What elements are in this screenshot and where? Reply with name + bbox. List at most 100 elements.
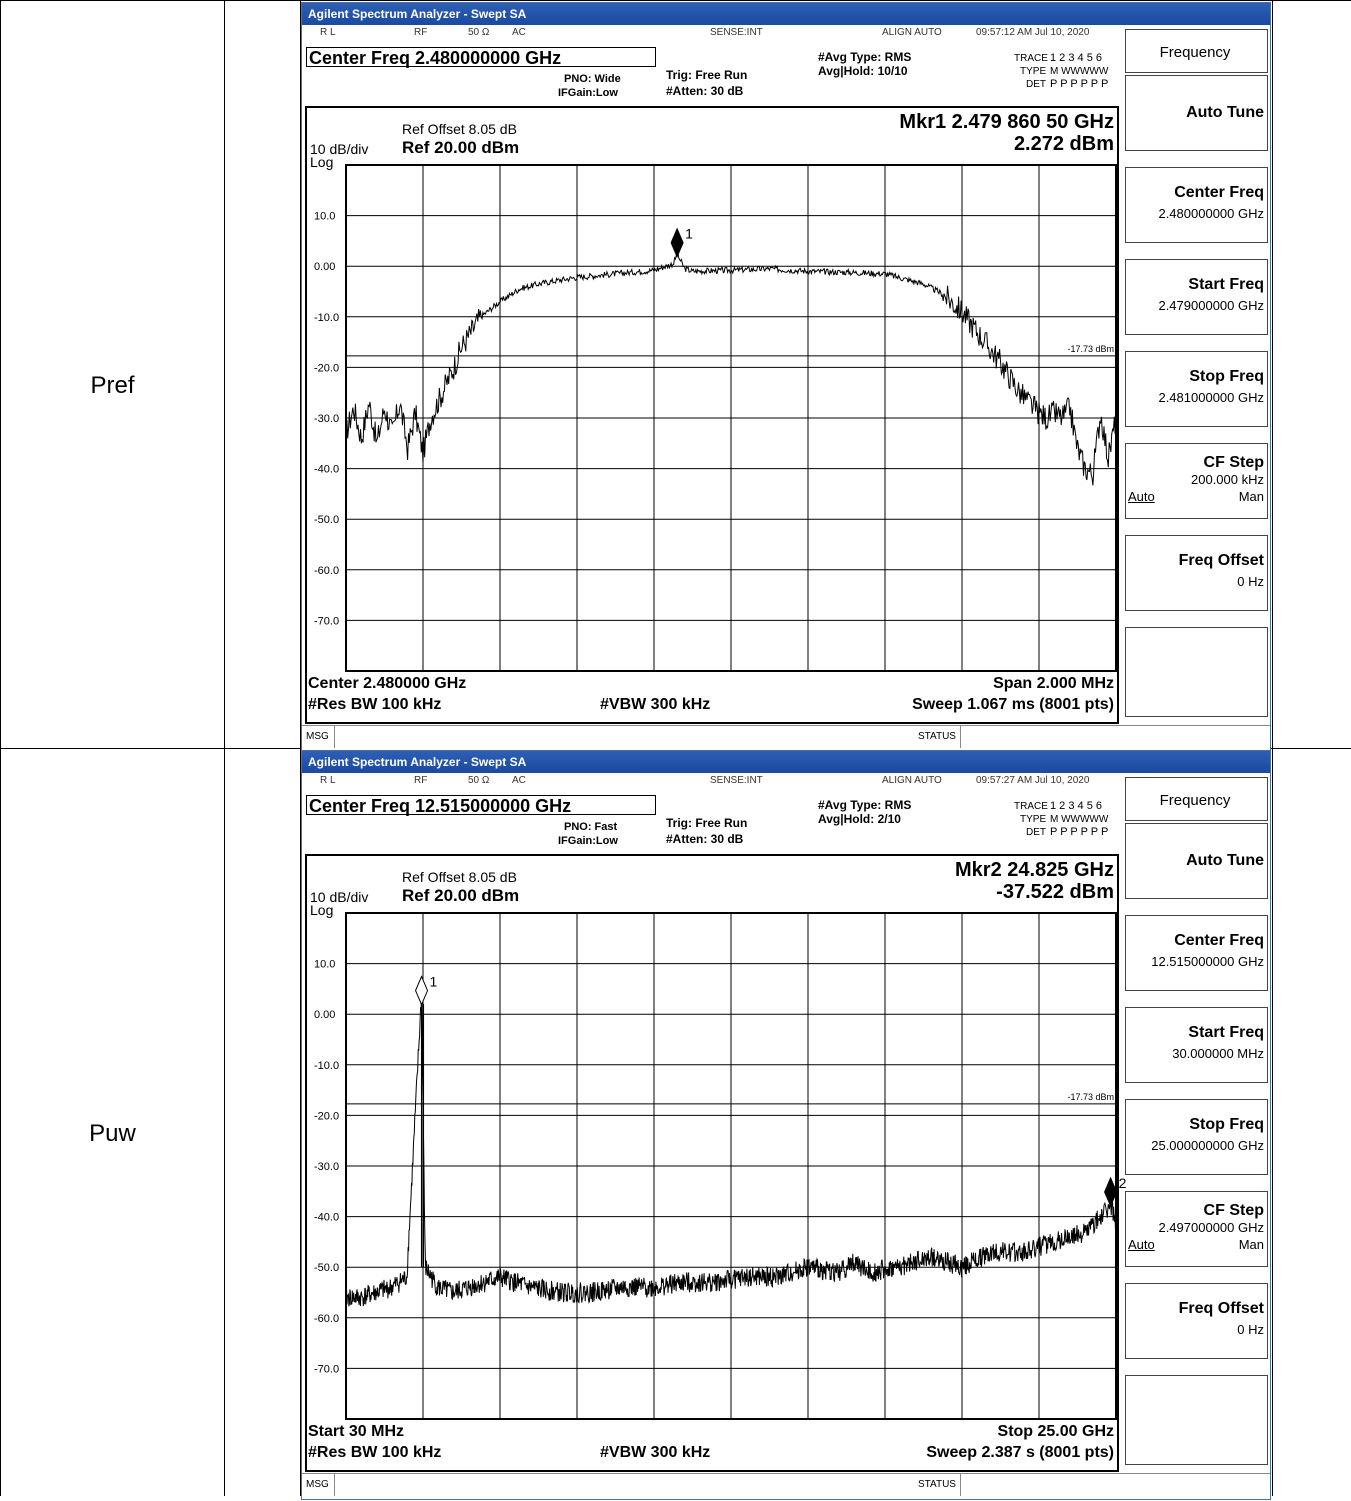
trace-numbers: 1 2 3 4 5 6 (1050, 52, 1102, 64)
softkey-empty (1125, 627, 1268, 717)
x-start-label: Center 2.480000 GHz (308, 675, 467, 692)
start-freq-button[interactable]: Start Freq 2.479000000 GHz (1125, 259, 1268, 335)
window-title: Agilent Spectrum Analyzer - Swept SA (302, 751, 1270, 773)
y-tick-label: -10.0 (314, 312, 339, 324)
x-start-label: Start 30 MHz (308, 1423, 405, 1440)
stop-freq-button[interactable]: Stop Freq 2.481000000 GHz (1125, 351, 1268, 427)
y-tick-label: -60.0 (314, 565, 339, 577)
row-label-pref: Pref (90, 372, 135, 399)
y-tick-label: -40.0 (314, 1212, 339, 1224)
ref-offset: Ref Offset 8.05 dB (402, 121, 517, 137)
msg-label: MSG (306, 1479, 329, 1490)
spectrum-analyzer-screen-1: Agilent Spectrum Analyzer - Swept SA R L… (301, 2, 1271, 752)
det-values: P P P P P P (1050, 78, 1109, 90)
table-border-top (0, 0, 1351, 1)
y-tick-label: -10.0 (314, 1060, 339, 1072)
trace-1 (345, 253, 1117, 486)
avg-type: #Avg Type: RMS (818, 50, 912, 64)
timestamp: 09:57:27 AM Jul 10, 2020 (976, 775, 1090, 786)
center-freq-button[interactable]: Center Freq 12.515000000 GHz (1125, 915, 1268, 991)
sense-indicator: SENSE:INT (710, 27, 763, 38)
y-tick-label: -50.0 (314, 514, 339, 526)
softkey-frequency-header: Frequency (1125, 29, 1268, 73)
row-label-puw: Puw (89, 1120, 136, 1147)
y-tick-label: 0.00 (314, 1009, 335, 1021)
stop-freq-button[interactable]: Stop Freq 25.000000000 GHz (1125, 1099, 1268, 1175)
softkey-empty (1125, 1375, 1268, 1465)
align-indicator: ALIGN AUTO (882, 775, 942, 786)
ifgain-setting: IFGain:Low (558, 87, 618, 99)
cf-auto-option[interactable]: Auto (1128, 1237, 1155, 1252)
start-freq-button[interactable]: Start Freq 30.000000 MHz (1125, 1007, 1268, 1083)
coupling-indicator: AC (512, 775, 526, 786)
window-title: Agilent Spectrum Analyzer - Swept SA (302, 3, 1270, 25)
marker-frequency: Mkr1 2.479 860 50 GHz (899, 111, 1114, 133)
align-indicator: ALIGN AUTO (882, 27, 942, 38)
y-tick-label: -30.0 (314, 413, 339, 425)
ref-offset: Ref Offset 8.05 dB (402, 869, 517, 885)
type-label: TYPE (1020, 66, 1047, 77)
scale-label: 10 dB/div (310, 141, 369, 157)
x-end-label: Span 2.000 MHz (993, 675, 1114, 692)
spectrum-plot-1: 10.0 0.00 -10.0 -20.0 -30.0 -40.0 -50.0 -60.0 -7… (305, 106, 1119, 724)
center-freq-readout: Center Freq 2.480000000 GHz (306, 47, 656, 68)
y-tick-label: -20.0 (314, 1110, 339, 1122)
det-values: P P P P P P (1050, 826, 1109, 838)
trace-label: TRACE (1014, 53, 1048, 64)
cf-man-option[interactable]: Man (1238, 489, 1264, 504)
atten-setting: #Atten: 30 dB (666, 84, 744, 98)
impedance-indicator: 50 Ω (468, 775, 490, 786)
log-label: Log (310, 154, 334, 170)
spectrum-analyzer-screen-2: Agilent Spectrum Analyzer - Swept SA R L… (301, 750, 1271, 1500)
message-bar: MSG STATUS (302, 1473, 1270, 1496)
rbw-label: #Res BW 100 kHz (308, 696, 442, 713)
pno-setting: PNO: Fast (564, 821, 618, 833)
y-tick-label: 10.0 (314, 959, 335, 971)
cf-step-button[interactable]: CF Step 200.000 kHz Auto Man (1125, 443, 1268, 519)
marker-2 (1104, 1176, 1118, 1208)
x-end-label: Stop 25.00 GHz (997, 1423, 1114, 1440)
y-tick-label: -40.0 (314, 464, 339, 476)
y-tick-label: -60.0 (314, 1313, 339, 1325)
y-tick-label: 0.00 (314, 261, 335, 273)
sense-indicator: SENSE:INT (710, 775, 763, 786)
coupling-indicator: AC (512, 27, 526, 38)
sweep-label: Sweep 1.067 ms (8001 pts) (912, 696, 1114, 713)
cf-man-option[interactable]: Man (1238, 1237, 1264, 1252)
vbw-label: #VBW 300 kHz (600, 696, 711, 713)
det-label: DET (1026, 827, 1046, 838)
trigger-setting: Trig: Free Run (666, 816, 748, 830)
auto-tune-button[interactable]: Auto Tune (1125, 75, 1268, 151)
y-tick-label: -70.0 (314, 1363, 339, 1375)
auto-tune-button[interactable]: Auto Tune (1125, 823, 1268, 899)
msg-divider (334, 726, 335, 748)
trace-1 (345, 993, 1117, 1307)
type-values: M WWWWW (1050, 814, 1109, 825)
cf-auto-option[interactable]: Auto (1128, 489, 1155, 504)
status-divider (960, 726, 961, 748)
softkey-frequency-header: Frequency (1125, 777, 1268, 821)
status-divider (960, 1474, 961, 1496)
spectrum-plot-2: 10.0 0.00 -10.0 -20.0 -30.0 -40.0 -50.0 -60.0 -7… (305, 854, 1127, 1472)
marker-label: 2 (1119, 1175, 1127, 1191)
center-freq-button[interactable]: Center Freq 2.480000000 GHz (1125, 167, 1268, 243)
status-line: R L RF 50 Ω AC SENSE:INT ALIGN AUTO 09:5… (302, 27, 1117, 41)
rl-indicator: R L (320, 775, 336, 786)
y-tick-label: -70.0 (314, 615, 339, 627)
sweep-label: Sweep 2.387 s (8001 pts) (926, 1444, 1114, 1461)
softkey-panel: Frequency Auto Tune Center Freq 12.515000… (1125, 777, 1268, 1465)
y-tick-label: -30.0 (314, 1161, 339, 1173)
freq-offset-button[interactable]: Freq Offset 0 Hz (1125, 1283, 1268, 1359)
limit-line-label: -17.73 dBm (1067, 344, 1114, 354)
trace-label: TRACE (1014, 801, 1048, 812)
freq-offset-button[interactable]: Freq Offset 0 Hz (1125, 535, 1268, 611)
trace-numbers: 1 2 3 4 5 6 (1050, 800, 1102, 812)
det-label: DET (1026, 79, 1046, 90)
marker-amplitude: 2.272 dBm (1013, 133, 1114, 155)
trigger-setting: Trig: Free Run (666, 68, 748, 82)
ref-level: Ref 20.00 dBm (402, 886, 520, 905)
rl-indicator: R L (320, 27, 336, 38)
softkey-panel: Frequency Auto Tune Center Freq 2.4800000… (1125, 29, 1268, 717)
cf-step-button[interactable]: CF Step 2.497000000 GHz Auto Man (1125, 1191, 1268, 1267)
message-bar: MSG STATUS (302, 725, 1270, 748)
